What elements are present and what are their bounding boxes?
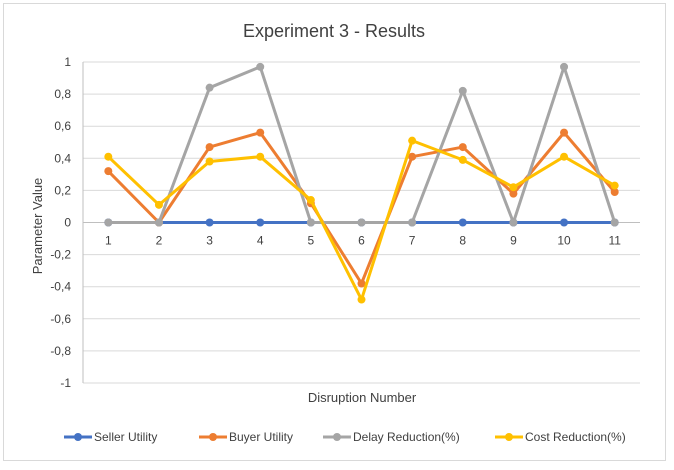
data-point	[357, 295, 366, 304]
legend-label: Delay Reduction(%)	[353, 430, 460, 444]
data-point	[560, 128, 569, 137]
data-point	[509, 218, 518, 227]
legend-swatch-marker	[505, 433, 513, 441]
legend-label: Seller Utility	[94, 430, 157, 444]
y-tick-label: -0,6	[50, 312, 71, 326]
series-lines	[104, 62, 619, 304]
data-point	[256, 128, 265, 137]
data-point	[104, 218, 113, 227]
data-point	[104, 152, 113, 161]
data-point	[104, 167, 113, 176]
chart-area: Experiment 3 - Results 1 0,8 0,6 0,4 0,2 0 -0,…	[3, 3, 666, 461]
data-point	[256, 218, 265, 227]
y-tick-label: -0,4	[50, 280, 71, 294]
data-point	[509, 183, 518, 192]
x-tick-labels: 1 2 3 4 5 6 7 8 9 10 11	[105, 234, 621, 248]
data-point	[610, 188, 619, 197]
x-tick-label: 8	[459, 234, 466, 248]
legend-swatch-marker	[209, 433, 217, 441]
legend-item: Buyer Utility	[199, 430, 293, 444]
y-axis-title: Parameter Value	[30, 178, 45, 275]
series-line	[108, 65, 617, 224]
gridlines	[83, 61, 640, 384]
data-point	[408, 218, 417, 227]
y-tick-label: 1	[64, 55, 71, 69]
data-point	[205, 83, 214, 92]
x-tick-label: 10	[557, 234, 571, 248]
series-2	[104, 62, 619, 227]
data-point	[205, 157, 214, 166]
series-3	[104, 136, 619, 304]
data-point	[256, 152, 265, 161]
legend-swatch-marker	[333, 433, 341, 441]
x-tick-label: 2	[156, 234, 163, 248]
y-tick-label: 0,8	[54, 87, 71, 101]
chart-title: Experiment 3 - Results	[243, 21, 425, 41]
data-point	[610, 218, 619, 227]
series-1	[104, 128, 619, 288]
x-tick-label: 3	[206, 234, 213, 248]
data-point	[509, 189, 518, 198]
x-tick-label: 11	[608, 234, 621, 248]
legend-label: Buyer Utility	[229, 430, 293, 444]
y-tick-label: 0	[64, 216, 71, 230]
data-point	[610, 181, 619, 190]
data-point	[154, 200, 163, 209]
data-point	[408, 136, 417, 145]
x-tick-label: 1	[105, 234, 112, 248]
data-point	[154, 218, 163, 227]
legend: Seller Utility Buyer Utility Delay Reducti…	[64, 430, 626, 444]
data-point	[205, 143, 214, 152]
legend-item: Seller Utility	[64, 430, 157, 444]
y-tick-label: -0,2	[50, 248, 71, 262]
x-tick-label: 4	[257, 234, 264, 248]
legend-item: Delay Reduction(%)	[323, 430, 460, 444]
data-point	[560, 218, 569, 227]
y-tick-label: 0,2	[54, 183, 71, 197]
data-point	[458, 155, 467, 164]
x-axis-title: Disruption Number	[308, 390, 417, 405]
y-tick-label: 0,6	[54, 119, 71, 133]
y-tick-label: 0,4	[54, 151, 71, 165]
data-point	[458, 218, 467, 227]
x-tick-label: 6	[358, 234, 365, 248]
data-point	[306, 218, 315, 227]
data-point	[458, 86, 467, 95]
x-tick-label: 5	[308, 234, 315, 248]
data-point	[256, 62, 265, 71]
y-tick-label: -0,8	[50, 344, 71, 358]
legend-swatch-marker	[74, 433, 82, 441]
legend-label: Cost Reduction(%)	[525, 430, 626, 444]
data-point	[458, 143, 467, 152]
y-tick-label: -1	[60, 376, 71, 390]
data-point	[205, 218, 214, 227]
legend-item: Cost Reduction(%)	[495, 430, 626, 444]
data-point	[560, 62, 569, 71]
x-tick-label: 7	[409, 234, 416, 248]
data-point	[560, 152, 569, 161]
y-tick-labels: 1 0,8 0,6 0,4 0,2 0 -0,2 -0,4 -0,6 -0,8 -1	[50, 55, 71, 390]
data-point	[357, 279, 366, 288]
data-point	[357, 218, 366, 227]
chart-svg: Experiment 3 - Results 1 0,8 0,6 0,4 0,2 0 -0,…	[30, 21, 640, 444]
data-point	[306, 196, 315, 205]
x-tick-label: 9	[510, 234, 517, 248]
data-point	[408, 152, 417, 161]
